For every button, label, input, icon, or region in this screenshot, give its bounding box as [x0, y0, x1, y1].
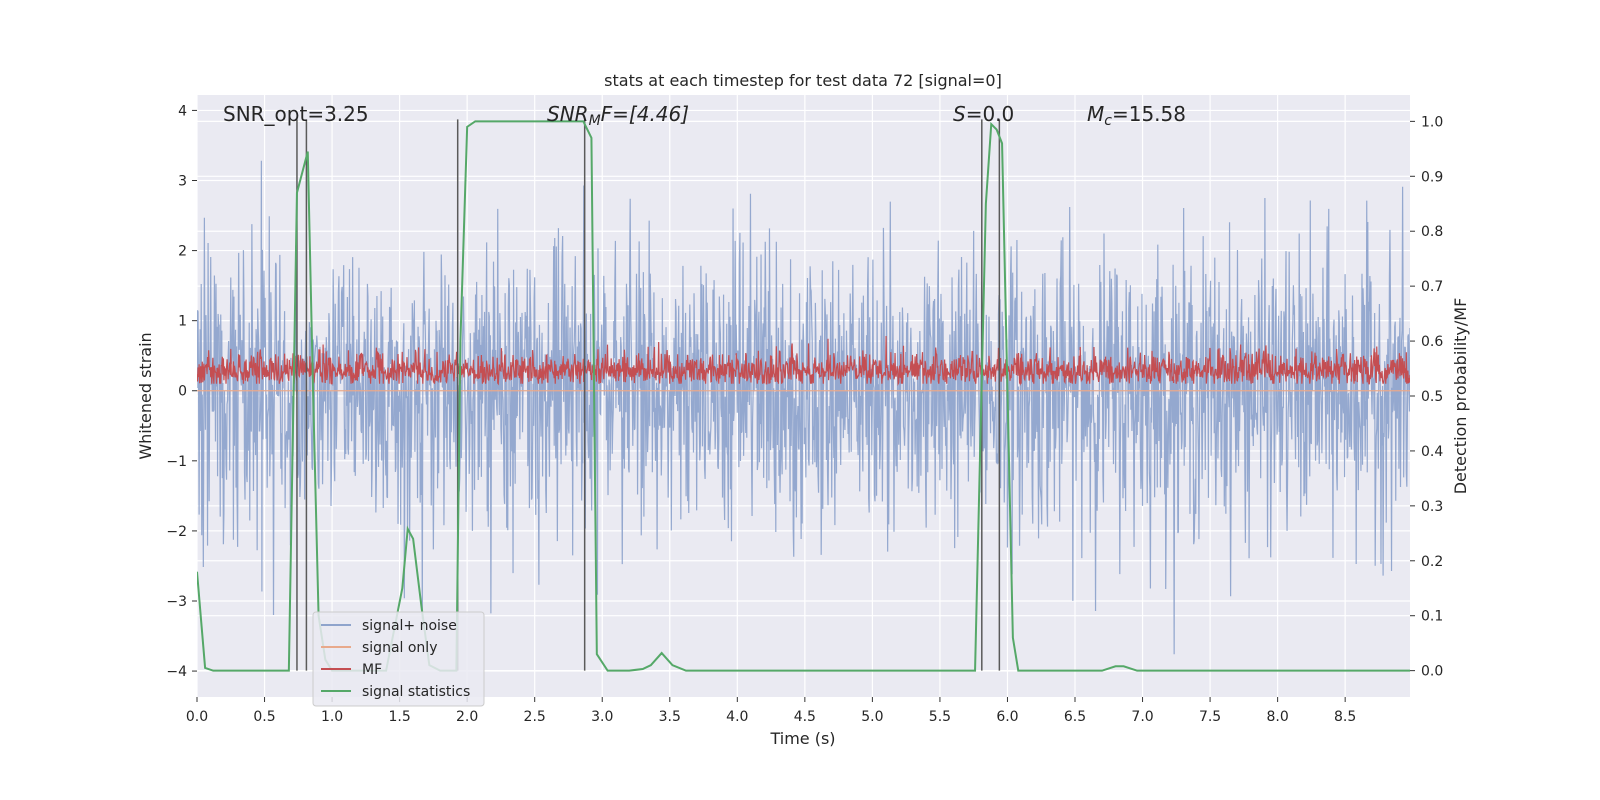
- x-tick-label: 1.5: [388, 709, 410, 725]
- y-right-tick-label: 0.4: [1421, 444, 1443, 460]
- annotation-mc: Mc=15.58: [1087, 102, 1186, 129]
- y-right-tick-label: 0.7: [1421, 279, 1443, 295]
- x-tick-label: 2.0: [456, 709, 478, 725]
- annotation-snr-mf-base: SNR: [547, 102, 589, 126]
- annotation-snr-mf-rest: F=[4.46]: [601, 102, 689, 126]
- x-tick-label: 6.0: [996, 709, 1018, 725]
- y-tick-label: 2: [178, 244, 187, 260]
- x-tick-label: 5.5: [929, 709, 951, 725]
- y-axis-ticks: −4 −3 −2 −1 0 1 2 3 4: [166, 103, 197, 680]
- y-right-tick-label: 1.0: [1421, 114, 1443, 130]
- annotation-snr-mf-sub: M: [589, 113, 601, 129]
- y-tick-label: −1: [166, 454, 187, 470]
- y-right-tick-label: 0.9: [1421, 169, 1443, 185]
- x-tick-label: 5.0: [861, 709, 883, 725]
- annotation-snr-opt: SNR_opt=3.25: [223, 102, 369, 126]
- y-axis-right-ticks: 0.0 0.1 0.2 0.3 0.4 0.5 0.6 0.7 0.8 0.9 1.0: [1410, 114, 1443, 680]
- x-tick-label: 2.5: [524, 709, 546, 725]
- annotation-mc-base: M: [1087, 102, 1104, 126]
- x-tick-label: 8.5: [1334, 709, 1356, 725]
- x-tick-label: 7.5: [1199, 709, 1221, 725]
- legend-box: [312, 611, 485, 707]
- legend: signal+ noise signal only MF signal stat…: [312, 611, 485, 707]
- y-right-tick-label: 0.8: [1421, 224, 1443, 240]
- annotation-s-rest: =0.0: [966, 102, 1015, 126]
- annotation-mc-rest: =15.58: [1112, 102, 1186, 126]
- legend-label-signal-statistics: signal statistics: [362, 684, 470, 700]
- y-tick-label: 3: [178, 173, 187, 189]
- annotation-s-base: S: [953, 102, 966, 126]
- y-right-tick-label: 0.6: [1421, 334, 1443, 350]
- x-tick-label: 4.5: [794, 709, 816, 725]
- grid: [196, 95, 1410, 697]
- y-right-tick-label: 0.1: [1421, 609, 1443, 625]
- x-tick-label: 1.0: [321, 709, 343, 725]
- y-right-tick-label: 0.3: [1421, 499, 1443, 515]
- y-axis-label: Whitened strain: [136, 332, 155, 459]
- chart-title: stats at each timestep for test data 72 …: [604, 71, 1002, 90]
- legend-label-signal-only: signal only: [362, 640, 437, 656]
- x-axis-label: Time (s): [769, 729, 835, 748]
- y-tick-label: 4: [178, 103, 187, 119]
- y-tick-label: 1: [178, 314, 187, 330]
- annotation-mc-sub: c: [1104, 113, 1112, 129]
- y-axis-right-label: Detection probability/MF: [1451, 298, 1470, 495]
- legend-label-signal-noise: signal+ noise: [362, 618, 457, 634]
- y-tick-label: −2: [166, 524, 187, 540]
- x-tick-label: 8.0: [1266, 709, 1288, 725]
- legend-label-mf: MF: [362, 662, 382, 678]
- y-tick-label: −4: [166, 664, 187, 680]
- y-tick-label: 0: [178, 384, 187, 400]
- y-right-tick-label: 0.2: [1421, 554, 1443, 570]
- y-right-tick-label: 0.0: [1421, 664, 1443, 680]
- series-mf: [197, 335, 1410, 387]
- mf-line: [197, 335, 1410, 387]
- annotation-snr-mf: SNRMF=[4.46]: [547, 102, 689, 129]
- x-tick-label: 7.0: [1131, 709, 1153, 725]
- x-tick-label: 0.5: [253, 709, 275, 725]
- y-tick-label: −3: [166, 594, 187, 610]
- x-axis-ticks: 0.0 0.5 1.0 1.5 2.0 2.5 3.0 3.5 4.0 4.5 5.0 5.5 6.0 6…: [186, 697, 1356, 725]
- y-right-tick-label: 0.5: [1421, 389, 1443, 405]
- x-tick-label: 4.0: [726, 709, 748, 725]
- x-tick-label: 6.5: [1064, 709, 1086, 725]
- x-tick-label: 3.0: [591, 709, 613, 725]
- x-tick-label: 3.5: [659, 709, 681, 725]
- x-tick-label: 0.0: [186, 709, 208, 725]
- annotation-s: S=0.0: [953, 102, 1014, 126]
